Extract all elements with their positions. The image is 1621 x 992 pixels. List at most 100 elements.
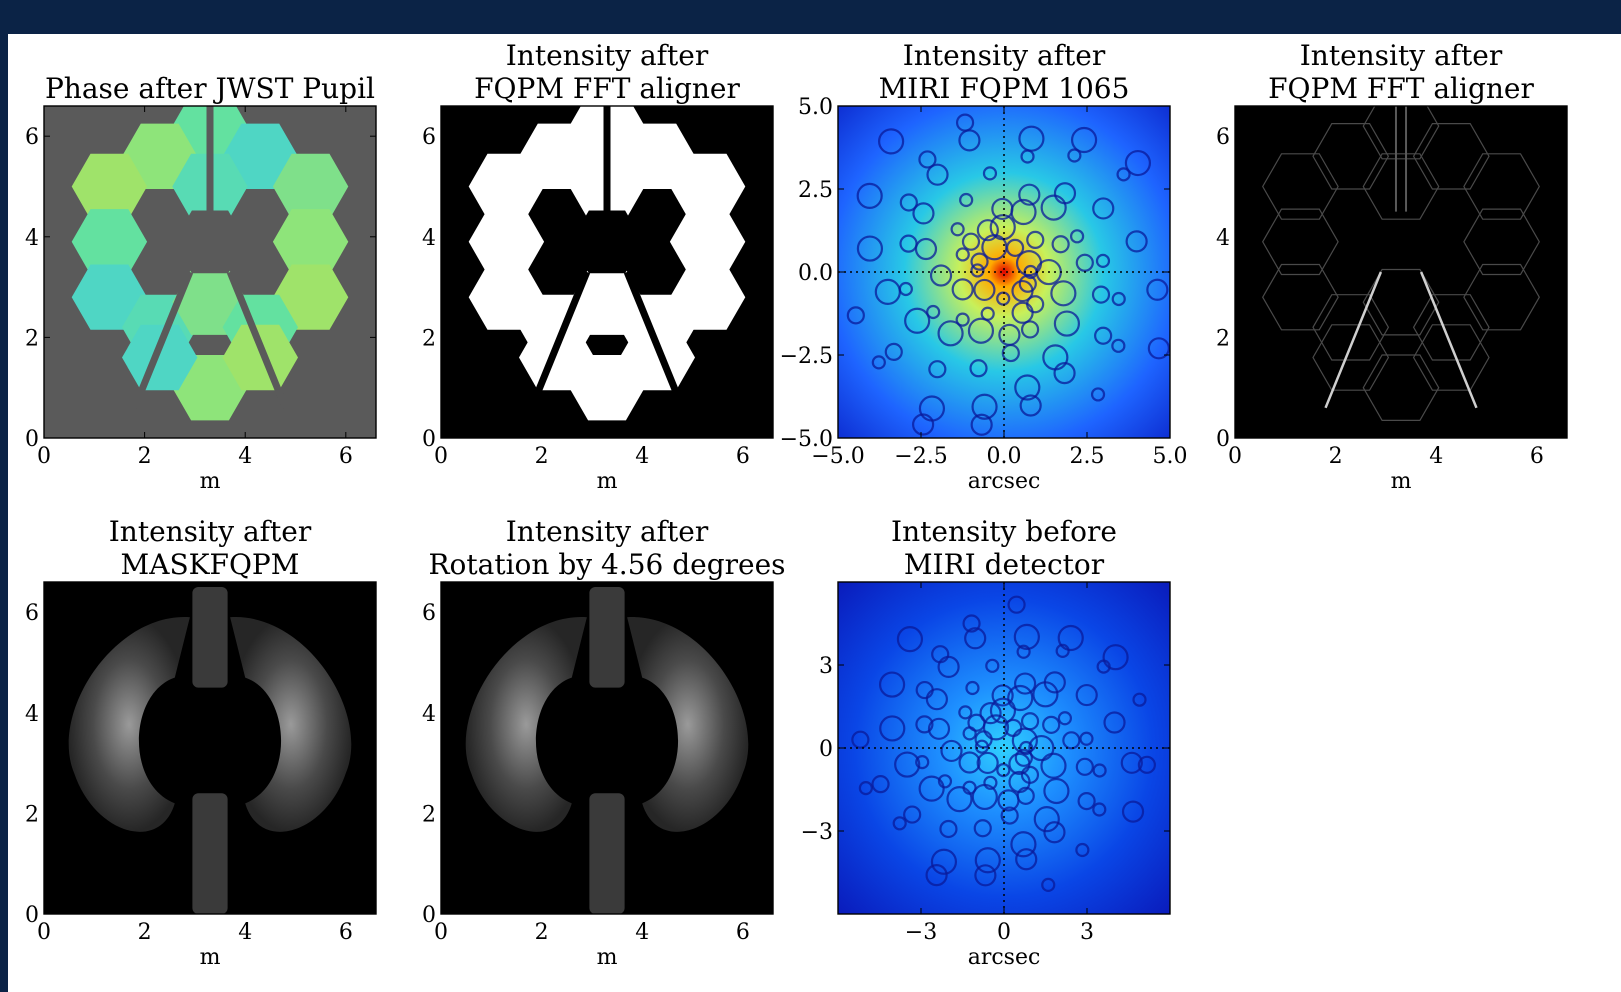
segment-edge bbox=[1312, 294, 1390, 361]
mirror-segment bbox=[519, 324, 595, 391]
speckle bbox=[894, 751, 921, 778]
x-axis-label: m bbox=[597, 945, 618, 970]
spider-edge-glow bbox=[1324, 271, 1383, 409]
speckle bbox=[996, 291, 1011, 306]
pupil-lobe-bottom bbox=[192, 793, 228, 914]
mirror-segment bbox=[272, 153, 349, 220]
speckle bbox=[1102, 644, 1129, 671]
speckle bbox=[1000, 806, 1019, 825]
speckle bbox=[929, 264, 953, 287]
panel-title: Intensity after bbox=[903, 39, 1106, 72]
y-tick-label: 4 bbox=[25, 226, 39, 251]
y-tick-label: 4 bbox=[25, 702, 39, 727]
axes-frame bbox=[440, 105, 774, 439]
speckle bbox=[1069, 229, 1085, 244]
plot-area bbox=[441, 106, 773, 438]
speckle bbox=[1116, 167, 1131, 182]
mirror-segment bbox=[71, 209, 148, 275]
speckle bbox=[1125, 230, 1148, 253]
speckle bbox=[1018, 125, 1045, 152]
x-tick-label: 6 bbox=[736, 444, 750, 469]
x-tick-label: 0.0 bbox=[987, 444, 1022, 469]
speckle bbox=[1014, 374, 1041, 401]
plot-area bbox=[44, 106, 376, 438]
speckle bbox=[958, 705, 973, 720]
speckle bbox=[856, 182, 883, 209]
x-tick-label: 0 bbox=[434, 444, 448, 469]
axes-frame bbox=[440, 581, 774, 915]
speckle bbox=[918, 775, 945, 802]
x-tick-label: 6 bbox=[1530, 444, 1544, 469]
speckle bbox=[962, 614, 981, 633]
speckle bbox=[1007, 684, 1034, 712]
speckle bbox=[955, 247, 970, 262]
y-tick-label: −5.0 bbox=[780, 427, 833, 452]
speckle bbox=[971, 783, 998, 811]
speckle bbox=[1095, 253, 1111, 269]
y-tick-label: −2.5 bbox=[780, 344, 833, 369]
panel-3: −5.0 −2.5 0.0 2.5 5.0 −5.0 −2.5 0.0 2.5 5.0 arcsec… bbox=[780, 39, 1188, 494]
speckle bbox=[974, 847, 1001, 874]
panel-title: Intensity after bbox=[506, 515, 709, 548]
mirror-segment bbox=[669, 153, 746, 220]
mirror-segment bbox=[468, 153, 545, 220]
panel-title: Intensity before bbox=[891, 515, 1117, 548]
pupil-lobe-right bbox=[627, 617, 749, 832]
speckle bbox=[1075, 253, 1094, 272]
panel-title: MIRI FQPM 1065 bbox=[879, 72, 1130, 105]
y-tick-label: 6 bbox=[422, 601, 436, 626]
mirror-segment bbox=[71, 264, 148, 330]
speckle bbox=[983, 775, 998, 790]
speckle bbox=[878, 671, 906, 698]
mirror-segment bbox=[468, 264, 545, 330]
speckle bbox=[974, 864, 997, 887]
segment-edge bbox=[1312, 122, 1390, 190]
pupil-lobe-right bbox=[230, 617, 352, 832]
speckle bbox=[1120, 751, 1143, 774]
speckle bbox=[1053, 362, 1076, 385]
speckle bbox=[1043, 777, 1070, 805]
speckle bbox=[1057, 711, 1073, 726]
speckle bbox=[982, 166, 998, 181]
y-tick-label: 0 bbox=[819, 737, 833, 762]
plot-area bbox=[838, 582, 1170, 914]
plot-background bbox=[1235, 106, 1567, 438]
speckle bbox=[1043, 821, 1066, 844]
y-tick-label: 6 bbox=[25, 601, 39, 626]
speckle bbox=[959, 192, 974, 208]
speckle bbox=[1043, 671, 1066, 694]
plot-area bbox=[441, 582, 773, 914]
panel-title: Intensity after bbox=[506, 39, 709, 72]
speckle bbox=[955, 312, 970, 327]
speckle bbox=[1067, 148, 1082, 163]
spider-strut bbox=[623, 270, 686, 410]
segment-edge bbox=[1362, 106, 1440, 160]
speckle bbox=[927, 717, 951, 740]
speckle bbox=[1040, 752, 1067, 779]
speckle bbox=[1041, 877, 1056, 892]
speckle bbox=[970, 252, 989, 271]
x-tick-label: 2 bbox=[138, 920, 152, 945]
spider-strut bbox=[131, 270, 194, 410]
x-tick-label: 2.5 bbox=[1070, 444, 1105, 469]
y-tick-label: 0 bbox=[422, 427, 436, 452]
mirror-segment bbox=[619, 324, 695, 391]
y-tick-label: 2.5 bbox=[798, 178, 833, 203]
speckle bbox=[899, 193, 918, 212]
speckle bbox=[940, 739, 963, 763]
x-axis-label: m bbox=[200, 945, 221, 970]
speckle bbox=[1070, 126, 1098, 154]
speckle bbox=[1018, 183, 1041, 206]
speckle bbox=[1053, 182, 1077, 205]
speckle bbox=[1094, 326, 1113, 345]
segment-edge bbox=[1262, 153, 1339, 220]
speckle bbox=[937, 320, 964, 347]
segment-edge bbox=[1463, 208, 1540, 276]
mirror-segment bbox=[222, 123, 298, 189]
speckle bbox=[996, 763, 1011, 778]
figure-canvas: 0 2 4 6 0 2 4 6 m Phase after JWST Pupil 0 2 4 6 0 2 4 6 m… bbox=[8, 34, 1621, 992]
y-tick-label: 3 bbox=[819, 654, 833, 679]
x-tick-label: 6 bbox=[339, 444, 353, 469]
speckle bbox=[1026, 295, 1045, 314]
